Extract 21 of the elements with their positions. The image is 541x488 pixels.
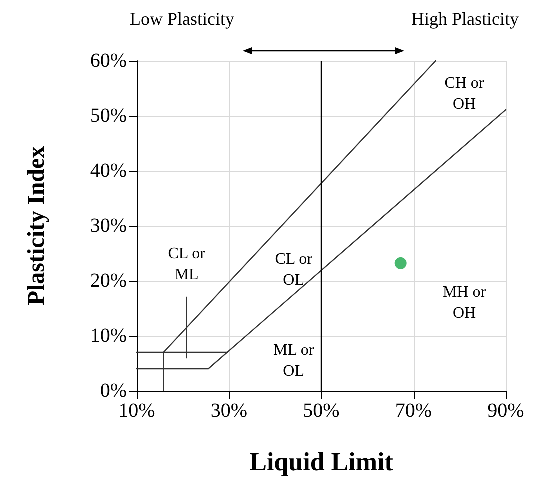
- text: Low Plasticity: [130, 9, 234, 29]
- annotation: ML or OL: [273, 342, 315, 380]
- x-tick-label: 30%: [210, 400, 248, 422]
- annotation: CH or OH: [444, 75, 485, 113]
- x-tick-label: 70%: [395, 400, 432, 422]
- annotation: CL or OL: [275, 251, 314, 289]
- annotation: MH or OH: [442, 284, 487, 322]
- y-axis-title: Plasticity Index: [24, 146, 50, 306]
- y-tick-label: 50%: [90, 105, 127, 127]
- y-tick-label: 0%: [100, 380, 127, 402]
- text: High Plasticity: [412, 9, 519, 29]
- x-tick-label: 90%: [488, 400, 524, 422]
- y-tick-label: 40%: [90, 160, 127, 182]
- x-tick-label: 10%: [118, 400, 156, 422]
- x-tick-label: 50%: [303, 400, 340, 422]
- y-tick-label: 20%: [90, 270, 127, 292]
- x-axis-title: Liquid Limit: [250, 448, 394, 476]
- annotation: CL or ML: [168, 246, 206, 284]
- y-tick-label: 30%: [90, 215, 127, 237]
- y-tick-label: 60%: [90, 50, 127, 72]
- y-tick-label: 10%: [90, 325, 127, 347]
